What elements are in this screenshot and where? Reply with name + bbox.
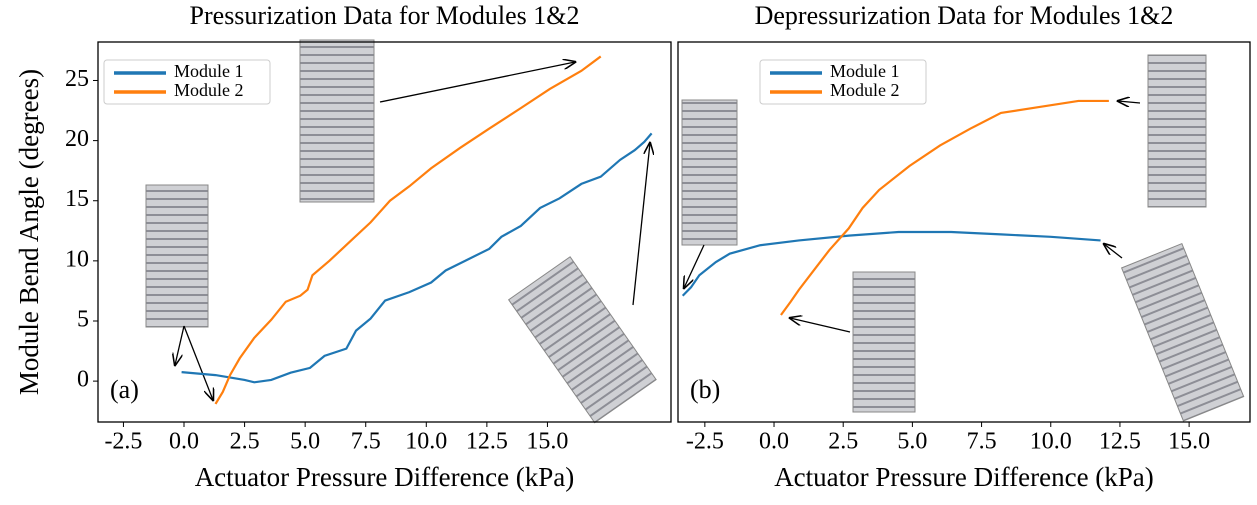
x-axis-label: Actuator Pressure Difference (kPa) — [774, 462, 1154, 492]
module-photo — [299, 39, 375, 203]
chart-title: Pressurization Data for Modules 1&2 — [190, 1, 580, 30]
y-tick-label: 15 — [65, 186, 89, 212]
panel-label: (a) — [110, 375, 139, 404]
data-line — [681, 230, 1101, 297]
arrow — [684, 244, 705, 288]
data-line — [780, 99, 1109, 316]
panel: Depressurization Data for Modules 1&2 Act… — [677, 1, 1251, 492]
x-tick-label: 5.0 — [290, 429, 320, 455]
photos — [145, 39, 1245, 424]
module-photo — [852, 271, 916, 413]
legend-label: Module 2 — [174, 80, 244, 100]
y-tick-label: 0 — [77, 367, 89, 393]
arrow — [632, 143, 650, 306]
x-tick-label: 0.0 — [169, 429, 199, 455]
arrows — [175, 62, 1141, 400]
legend-label: Module 2 — [830, 80, 900, 100]
x-tick-label: 5.0 — [897, 429, 927, 455]
y-tick-label: 25 — [65, 66, 89, 92]
legend-label: Module 1 — [830, 61, 900, 81]
axes-frame — [677, 41, 1251, 423]
x-tick-label: 2.5 — [828, 429, 858, 455]
arrow — [1118, 101, 1141, 103]
panel: Pressurization Data for Modules 1&2 Actua… — [14, 1, 672, 492]
data-line — [214, 55, 602, 405]
y-tick-label: 10 — [65, 246, 89, 272]
module-photo — [1120, 242, 1245, 422]
x-tick-label: -2.5 — [104, 429, 142, 455]
arrow — [183, 325, 213, 400]
data-line — [181, 132, 653, 384]
x-tick-label: -2.5 — [686, 429, 724, 455]
x-tick-label: 15.0 — [1168, 429, 1210, 455]
module-photo — [1147, 54, 1207, 208]
y-tick-label: 5 — [77, 306, 89, 332]
x-axis-label: Actuator Pressure Difference (kPa) — [195, 462, 575, 492]
legend-label: Module 1 — [174, 61, 244, 81]
arrow — [790, 318, 851, 333]
x-tick-label: 2.5 — [230, 429, 260, 455]
x-tick-label: 7.5 — [351, 429, 381, 455]
module-photo — [507, 256, 657, 424]
x-tick-label: 12.5 — [1099, 429, 1141, 455]
x-tick-label: 7.5 — [967, 429, 997, 455]
arrow — [379, 62, 575, 103]
axes-frame — [97, 41, 672, 423]
arrow — [175, 325, 185, 365]
x-tick-label: 12.5 — [466, 429, 508, 455]
x-tick-label: 0.0 — [759, 429, 789, 455]
panel-label: (b) — [690, 375, 720, 404]
arrow — [1104, 244, 1123, 259]
module-photo — [145, 184, 209, 328]
x-tick-label: 10.0 — [405, 429, 447, 455]
x-tick-label: 10.0 — [1030, 429, 1072, 455]
x-tick-label: 15.0 — [526, 429, 568, 455]
y-tick-label: 20 — [65, 126, 89, 152]
module-photo — [681, 99, 738, 246]
y-axis-label: Module Bend Angle (degrees) — [14, 69, 44, 395]
chart-title: Depressurization Data for Modules 1&2 — [755, 1, 1174, 30]
